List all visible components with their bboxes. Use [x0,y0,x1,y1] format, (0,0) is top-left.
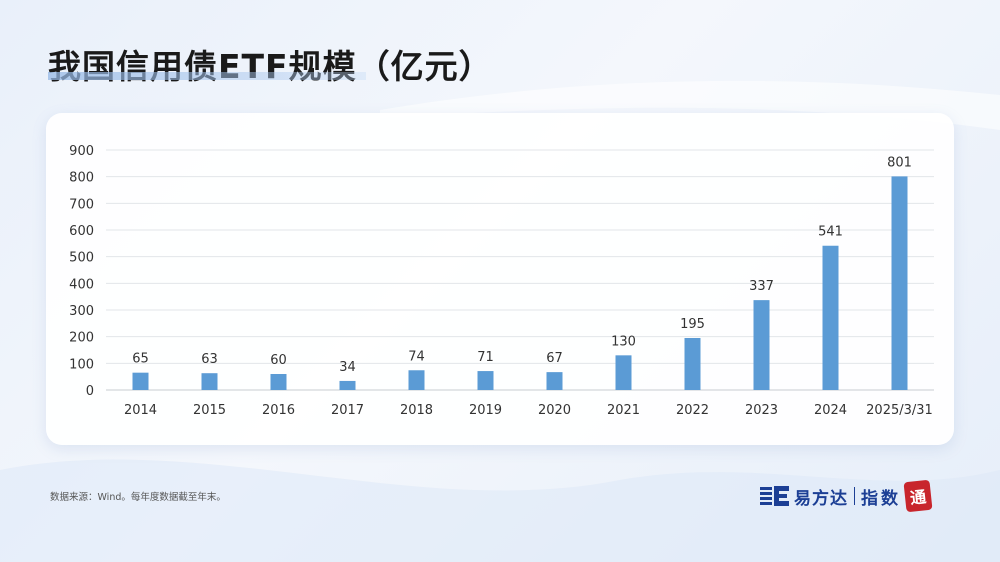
data-label: 67 [546,351,563,366]
bar [339,380,356,390]
data-label: 65 [132,352,149,367]
data-label: 130 [611,334,636,349]
efund-logo-icon [760,486,789,506]
x-tick-label: 2019 [469,403,502,418]
bar [891,176,908,390]
source-note: 数据来源：Wind。每年度数据截至年末。 [50,492,226,503]
data-label: 337 [749,279,774,294]
bar-chart: 0 100 200 300 400 500 600 700 800 900 65 63 60 34 74 7… [69,144,934,418]
y-tick-label: 700 [69,197,94,212]
data-labels: 65 63 60 34 74 71 67 130 195 337 541 801 [132,155,912,375]
x-tick-label: 2016 [262,403,295,418]
x-tick-label: 2025/3/31 [866,403,933,418]
data-label: 34 [339,360,356,375]
title-underline [48,72,366,80]
bar [408,370,425,390]
x-tick-label: 2014 [124,403,157,418]
bar [132,372,149,390]
y-tick-label: 900 [69,144,94,159]
x-tick-label: 2020 [538,403,571,418]
bar [270,374,287,390]
gridlines [106,149,934,391]
y-tick-label: 100 [69,357,94,372]
x-tick-label: 2018 [400,403,433,418]
bars [132,176,908,390]
data-label: 801 [887,155,912,170]
x-tick-label: 2017 [331,403,364,418]
brand-logo-area: 易方达 指数 通 [760,476,950,516]
data-label: 74 [408,349,425,364]
brand-seal: 通 [903,479,933,513]
y-tick-label: 300 [69,304,94,319]
y-axis-ticks: 0 100 200 300 400 500 600 700 800 900 [69,144,94,399]
y-tick-label: 200 [69,331,94,346]
bar [201,373,218,390]
x-axis-ticks: 2014 2015 2016 2017 2018 2019 2020 2021 2022 2023… [124,403,933,418]
bar [822,245,839,390]
y-tick-label: 0 [86,384,94,399]
x-tick-label: 2022 [676,403,709,418]
bar [546,372,563,390]
data-label: 541 [818,225,843,240]
chart-card: 0 100 200 300 400 500 600 700 800 900 65 63 60 34 74 7… [46,113,954,445]
bar [684,338,701,390]
x-tick-label: 2015 [193,403,226,418]
bar [477,371,494,390]
x-tick-label: 2021 [607,403,640,418]
data-label: 60 [270,353,287,368]
data-label: 63 [201,352,218,367]
y-tick-label: 600 [69,224,94,239]
brand-divider [854,487,855,505]
y-tick-label: 500 [69,251,94,266]
y-tick-label: 800 [69,171,94,186]
data-label: 71 [477,350,494,365]
x-tick-label: 2024 [814,403,847,418]
bar [753,300,770,390]
brand-subtitle: 指数 [861,488,901,509]
data-label: 195 [680,317,705,332]
bar [615,355,632,390]
page-title: 我国信用债ETF规模（亿元） [48,47,493,86]
x-tick-label: 2023 [745,403,778,418]
y-tick-label: 400 [69,277,94,292]
brand-name: 易方达 [794,488,848,509]
